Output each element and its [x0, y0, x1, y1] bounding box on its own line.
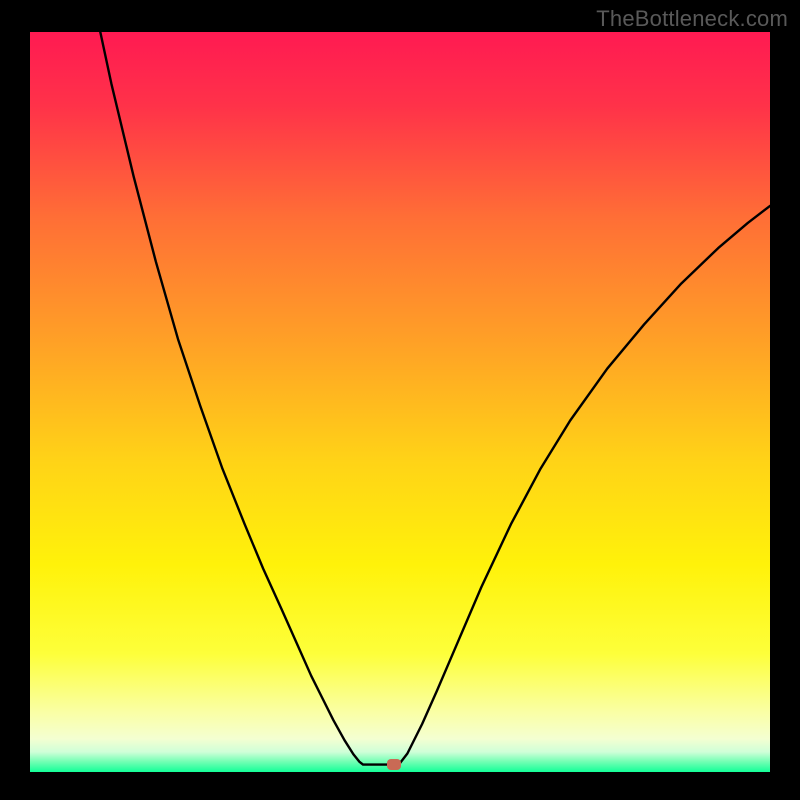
watermark-text: TheBottleneck.com [596, 6, 788, 32]
chart-root: TheBottleneck.com [0, 0, 800, 800]
plot-background [30, 32, 770, 772]
min-marker [387, 759, 401, 770]
